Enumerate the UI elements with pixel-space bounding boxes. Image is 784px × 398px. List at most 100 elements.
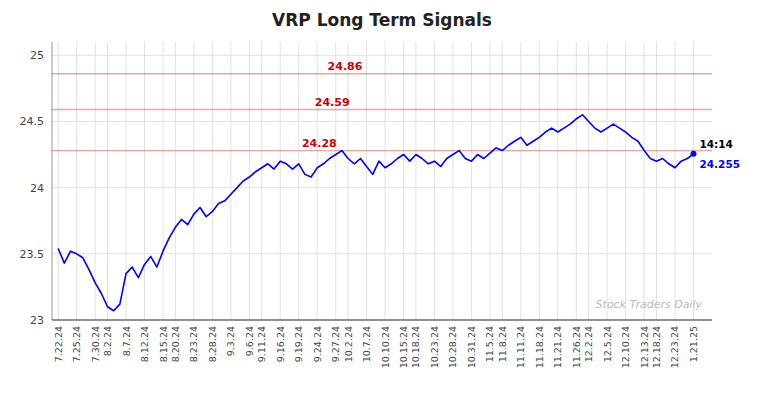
x-tick-label: 8.2.24 [102,326,113,356]
x-tick-label: 1.21.25 [688,326,699,362]
x-grid-line [625,42,626,320]
x-grid-line [539,42,540,320]
y-tick-label: 23.5 [20,248,45,261]
x-grid-line [144,42,145,320]
x-grid-line [434,42,435,320]
x-grid-line [298,42,299,320]
y-grid-line [52,121,712,122]
x-tick-label: 8.28.24 [207,326,218,362]
x-tick-label: 7.25.24 [71,326,82,362]
x-tick-label: 8.23.24 [188,326,199,362]
x-grid-line [95,42,96,320]
y-grid-line [52,253,712,254]
x-tick-label: 10.18.24 [410,326,421,368]
y-tick-label: 25 [30,49,44,62]
x-grid-line [58,42,59,320]
x-tick-label: 10.28.24 [447,326,458,368]
x-tick-label: 10.2.24 [343,326,354,362]
x-tick-label: 9.19.24 [293,326,304,362]
y-grid-line [52,55,712,56]
x-axis-line [52,319,712,320]
x-grid-line [261,42,262,320]
x-tick-label: 9.6.24 [244,326,255,356]
watermark: Stock Traders Daily [596,298,703,311]
y-tick-label: 23 [30,314,44,327]
reference-label: 24.28 [302,137,337,150]
end-point [690,151,696,157]
x-grid-line [76,42,77,320]
x-tick-label: 11.8.24 [497,326,508,362]
reference-line [52,73,712,74]
x-tick-label: 11.5.24 [484,326,495,362]
x-grid-line [471,42,472,320]
x-tick-label: 12.2.24 [583,326,594,362]
x-tick-label: 12.5.24 [602,326,613,362]
x-grid-line [693,42,694,320]
x-tick-label: 11.26.24 [571,326,582,368]
reference-line [52,150,712,151]
x-tick-label: 7.30.24 [90,326,101,362]
x-tick-label: 8.15.24 [158,326,169,362]
time-annotation: 14:14 [699,138,732,150]
x-tick-label: 12.18.24 [651,326,662,368]
grid [52,42,712,320]
x-grid-line [557,42,558,320]
x-tick-label: 11.18.24 [534,326,545,368]
x-tick-label: 10.31.24 [466,326,477,368]
x-grid-line [175,42,176,320]
x-grid-line [385,42,386,320]
reference-label: 24.86 [328,60,363,73]
x-grid-line [502,42,503,320]
x-tick-label: 11.21.24 [552,326,563,368]
x-grid-line [249,42,250,320]
x-grid-line [348,42,349,320]
x-tick-label: 9.27.24 [330,326,341,362]
title: VRP Long Term Signals [272,10,492,30]
x-tick-label: 11.11.24 [515,326,526,368]
x-grid-line [280,42,281,320]
y-grid-line [52,187,712,188]
x-tick-label: 8.20.24 [170,326,181,362]
x-tick-label: 9.3.24 [225,326,236,356]
x-grid-line [674,42,675,320]
x-tick-label: 8.12.24 [139,326,150,362]
x-tick-label: 7.22.24 [53,326,64,362]
x-grid-line [193,42,194,320]
x-tick-label: 12.23.24 [669,326,680,368]
x-grid-line [520,42,521,320]
x-tick-label: 9.11.24 [256,326,267,362]
plot-area [52,74,712,311]
x-grid-line [576,42,577,320]
x-grid-line [656,42,657,320]
x-grid-line [403,42,404,320]
x-tick-label: 9.24.24 [312,326,323,362]
x-grid-line [452,42,453,320]
x-grid-line [588,42,589,320]
x-tick-label: 9.16.24 [275,326,286,362]
x-tick-label: 10.23.24 [429,326,440,368]
x-tick-label: 12.10.24 [620,326,631,368]
x-grid-line [644,42,645,320]
x-tick-label: 8.7.24 [121,326,132,356]
reference-label: 24.59 [315,96,350,109]
x-grid-line [230,42,231,320]
value-annotation: 24.255 [699,158,740,170]
x-grid-line [335,42,336,320]
x-grid-line [415,42,416,320]
x-grid-line [607,42,608,320]
x-tick-label: 12.13.24 [639,326,650,368]
x-tick-label: 10.7.24 [361,326,372,362]
x-tick-label: 10.10.24 [380,326,391,368]
x-grid-line [366,42,367,320]
x-grid-line [107,42,108,320]
y-tick-label: 24.5 [20,115,45,128]
y-grid-line [52,320,712,321]
x-grid-line [212,42,213,320]
y-tick-label: 24 [30,182,44,195]
x-tick-label: 10.15.24 [398,326,409,368]
x-grid-line [163,42,164,320]
x-grid-line [489,42,490,320]
reference-line [52,109,712,110]
y-axis-line [52,42,53,320]
chart: VRP Long Term Signals 23 23.5 24 24.5 25 7.22.… [0,0,784,398]
